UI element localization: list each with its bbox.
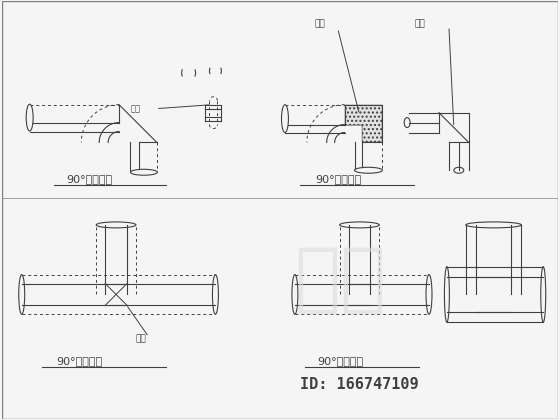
- Text: ID: 166747109: ID: 166747109: [300, 377, 419, 392]
- Text: 胶合: 胶合: [136, 334, 147, 343]
- Text: 知束: 知束: [294, 242, 385, 317]
- Ellipse shape: [292, 275, 298, 314]
- Ellipse shape: [354, 167, 382, 173]
- Ellipse shape: [404, 118, 410, 128]
- Ellipse shape: [445, 267, 449, 322]
- Ellipse shape: [212, 275, 218, 314]
- Text: 90°对焊弯头: 90°对焊弯头: [67, 174, 113, 184]
- Ellipse shape: [130, 169, 157, 175]
- Polygon shape: [344, 105, 382, 142]
- Ellipse shape: [541, 267, 546, 322]
- Text: 90°对焊三通: 90°对焊三通: [57, 356, 102, 366]
- Ellipse shape: [18, 275, 25, 314]
- Ellipse shape: [26, 104, 33, 131]
- Ellipse shape: [339, 222, 379, 228]
- Text: 90°牙口弯头: 90°牙口弯头: [315, 174, 361, 184]
- Text: 90°牙口三通: 90°牙口三通: [318, 356, 364, 366]
- Text: 胶合: 胶合: [414, 19, 425, 28]
- Ellipse shape: [96, 222, 136, 228]
- Ellipse shape: [454, 167, 464, 173]
- Ellipse shape: [282, 105, 288, 133]
- Ellipse shape: [426, 275, 432, 314]
- Text: 填料: 填料: [315, 19, 325, 28]
- Text: 胶合: 胶合: [131, 104, 141, 113]
- Ellipse shape: [466, 222, 521, 228]
